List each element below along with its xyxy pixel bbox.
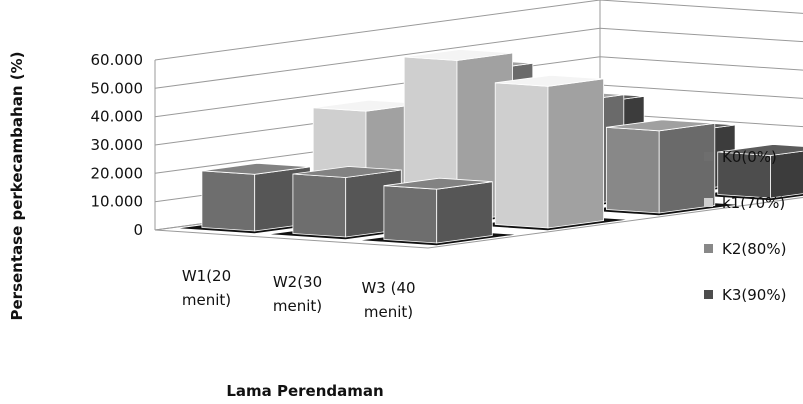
bar-top	[717, 144, 803, 156]
legend-swatch	[704, 244, 713, 253]
bar	[584, 119, 737, 216]
bar-top	[404, 49, 513, 61]
bar-top	[292, 166, 402, 178]
legend-item: k1(70%)	[704, 194, 785, 212]
y-axis-ticks: 0 10.000 20.000 30.000 40.000 50.000 60.000	[91, 51, 144, 239]
legend-label: K0(0%)	[722, 148, 777, 166]
bar-top	[495, 74, 604, 87]
bar-top	[606, 119, 715, 132]
bar-front	[606, 126, 660, 214]
bar	[361, 177, 515, 246]
legend-label: K3(90%)	[722, 286, 786, 304]
legend-swatch	[704, 198, 713, 207]
x-tick-label: menit)	[364, 303, 413, 321]
bar-front	[292, 173, 347, 238]
legend-item: K3(90%)	[704, 286, 786, 304]
bar	[473, 74, 626, 231]
legend-item: K2(80%)	[704, 240, 786, 258]
legend-label: K2(80%)	[722, 240, 786, 258]
bar-side	[436, 181, 493, 244]
y-tick-label: 50.000	[91, 79, 144, 97]
bar-front	[201, 170, 256, 232]
legend: K0(0%) k1(70%) K2(80%) K3(90%)	[704, 148, 786, 304]
gridline	[154, 0, 803, 61]
x-tick-label: menit)	[273, 297, 322, 315]
x-tick-label: W1(20	[182, 267, 231, 285]
bars	[179, 49, 803, 246]
y-tick-label: 40.000	[91, 108, 144, 126]
bar-side	[770, 150, 803, 199]
legend-item: K0(0%)	[704, 148, 777, 166]
x-tick-label: W3 (40	[361, 279, 415, 297]
bar-front	[383, 185, 438, 244]
bar	[695, 144, 803, 201]
x-tick-label: menit)	[182, 291, 231, 309]
bar-top	[201, 162, 311, 175]
legend-swatch	[704, 290, 713, 299]
y-tick-label: 20.000	[91, 164, 144, 182]
legend-label: k1(70%)	[722, 194, 785, 212]
y-tick-label: 0	[133, 221, 143, 239]
x-tick-label: W2(30	[273, 273, 322, 291]
legend-swatch	[704, 152, 713, 161]
y-tick-label: 30.000	[91, 136, 144, 154]
bar-top	[383, 177, 493, 190]
y-tick-label: 60.000	[91, 51, 144, 69]
y-axis-title: Persentase perkecambahan (%)	[8, 52, 26, 321]
bar-side	[547, 78, 604, 229]
y-tick-label: 10.000	[91, 193, 144, 211]
bar-front	[494, 82, 549, 229]
x-axis-title: Lama Perendaman	[226, 382, 383, 400]
x-axis-categories: W1(20 menit) W2(30 menit) W3 (40 menit)	[182, 267, 416, 321]
